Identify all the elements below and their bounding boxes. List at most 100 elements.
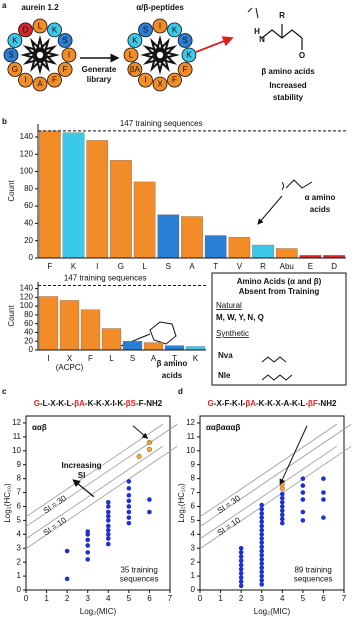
x-tick-label: F [47,262,52,271]
point [259,577,265,583]
point [279,500,285,505]
structure [261,24,303,50]
x-tick-label: 3 [259,594,264,603]
point [259,544,265,550]
point [279,520,285,526]
y-tick-label: 80 [24,310,33,319]
x-tick-label: L [142,262,147,271]
title: aurein 1.2 [21,3,59,12]
x-axis-label: Log₂(MIC) [80,607,117,616]
point [146,446,152,452]
panel-label: d [178,387,183,396]
legend-box [211,272,347,386]
x-tick-label: S [130,354,135,363]
y-tick-label: 10 [12,446,21,455]
si-label: SI = 10 [216,515,243,537]
residue [18,72,33,88]
annotation: acids [162,371,183,380]
bar [185,346,206,351]
point [238,583,244,589]
y-tick-label: 5 [17,516,22,525]
point [85,537,91,543]
y-axis-label: Log₂(HC₁₀) [177,483,186,523]
note: sequences [120,575,159,584]
helix-wheel [140,35,180,75]
x-tick-label: V [237,262,243,271]
point [279,512,285,518]
panel-label: c [2,387,7,396]
point [238,566,244,572]
residue-label: S [143,25,148,34]
y-tick-label: 3 [17,543,22,552]
residue-label: K [52,25,58,34]
residue-label: L [38,22,43,31]
residue-label: I [159,22,161,31]
x-tick-label: S [166,262,171,271]
y-tick-label: 11 [187,432,196,441]
molecule [281,179,313,191]
reference-label: 147 training sequences [120,119,203,128]
residue [177,33,193,48]
residue-label: K [186,51,192,60]
residue-label: X [157,80,163,89]
point [126,520,132,526]
point [300,497,306,502]
point [105,527,111,533]
residue-label: βA [130,65,141,74]
x-tick-label: T [172,354,177,363]
bar [80,309,101,351]
atom: O [299,51,305,60]
residue [138,22,153,38]
x-tick-label: 5 [301,594,306,603]
point [105,500,111,505]
bar [39,130,61,259]
point [64,576,70,582]
annotation: Increasing [62,461,102,470]
x-tick-label: 1 [218,594,223,603]
bar [164,345,185,351]
point [279,485,285,491]
residue-label: S [182,36,187,45]
residue [127,62,143,77]
residue [57,62,73,77]
point [259,548,265,554]
x-tick-note: (ACPC) [56,363,84,372]
sequence-part: -K-K-X-A-K-L- [256,399,308,408]
point [238,545,244,551]
bar [101,328,122,351]
point [321,497,326,502]
x-tick-label: 4 [280,594,285,603]
point [64,548,70,554]
point [259,523,265,529]
residue [7,62,23,77]
y-tick-label: 1 [17,571,22,580]
point [279,495,285,501]
point [300,509,306,515]
point [279,504,285,509]
point [321,515,326,520]
point [321,490,326,495]
y-tick-label: 60 [24,201,33,210]
arrow [257,195,283,225]
label: β amino acids [261,67,315,76]
sequence-part: βA [74,399,85,408]
bar [181,216,203,259]
point [279,491,285,497]
wavy [247,7,259,19]
point [105,523,111,529]
point [105,513,111,519]
sequence-part: βA [245,399,256,408]
residue [32,76,48,92]
point [105,536,111,541]
point [259,506,265,512]
sequence-part: -F-NH2 [136,399,163,408]
x-axis-label: Log₂(MIC) [254,607,291,616]
residue [7,33,23,48]
x-tick-label: L [109,354,114,363]
x-tick-label: A [151,354,157,363]
bar [38,296,59,351]
x-tick-label: 2 [239,594,244,603]
residue [57,33,73,48]
x-tick-label: 6 [147,594,152,603]
point [259,569,265,575]
